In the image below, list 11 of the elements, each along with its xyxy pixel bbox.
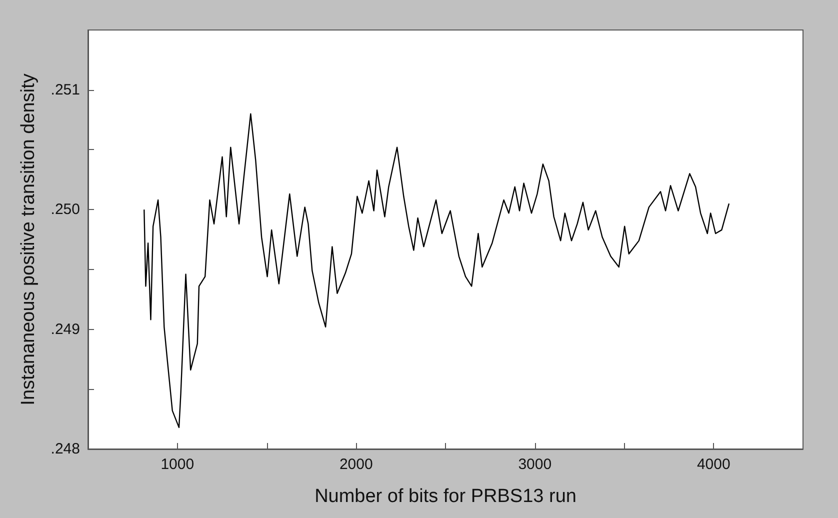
y-tick-label: .250: [50, 201, 80, 218]
y-tick-label: .248: [50, 440, 80, 458]
x-tick-label: 1000: [160, 456, 194, 473]
x-tick-label: 2000: [339, 456, 373, 473]
line-series: [144, 113, 730, 428]
x-tick-label: 4000: [696, 456, 730, 473]
x-tick-label: 3000: [518, 456, 552, 473]
x-axis-title: Number of bits for PRBS13 run: [314, 486, 576, 507]
y-tick-label: .251: [50, 81, 80, 98]
y-axis-title: Instananeous positive transition density: [18, 73, 39, 406]
y-tick-label: .249: [50, 320, 80, 338]
